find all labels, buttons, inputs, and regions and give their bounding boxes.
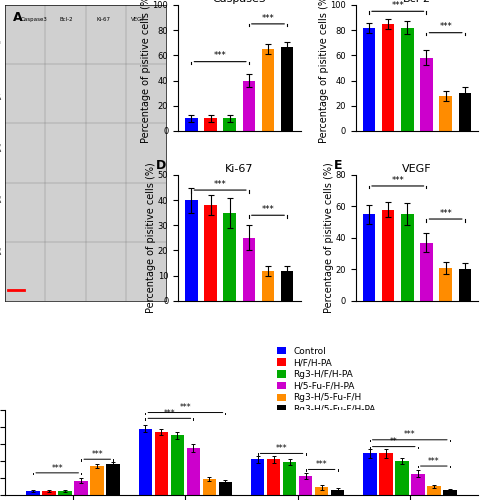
Bar — [251, 459, 264, 495]
Text: A: A — [13, 11, 23, 24]
Bar — [106, 464, 120, 495]
Text: ***: *** — [404, 430, 415, 440]
Bar — [90, 466, 104, 495]
Text: Rg3-H/5-Fu-F/
H-PA: Rg3-H/5-Fu-F/ H-PA — [0, 248, 1, 256]
Bar — [43, 491, 56, 495]
Bar — [155, 432, 168, 495]
Bar — [224, 118, 236, 131]
Text: ***: *** — [51, 464, 63, 472]
Bar — [242, 238, 255, 301]
Bar — [204, 118, 217, 131]
Bar — [363, 454, 377, 495]
Text: ***: *** — [164, 409, 175, 418]
Bar — [204, 205, 217, 301]
Bar — [186, 448, 200, 495]
Bar — [283, 462, 297, 495]
Text: ***: *** — [316, 460, 327, 469]
Bar — [281, 270, 293, 301]
Bar — [401, 28, 413, 131]
Bar — [203, 479, 216, 495]
Title: Bcl-2: Bcl-2 — [403, 0, 431, 4]
Bar — [281, 46, 293, 131]
Title: VEGF: VEGF — [402, 164, 432, 174]
Y-axis label: Percentage of pisitive cells (%): Percentage of pisitive cells (%) — [319, 0, 329, 144]
Text: 5-Fu-F/
H-PA: 5-Fu-F/ H-PA — [0, 196, 1, 204]
Bar — [363, 214, 375, 301]
Bar — [401, 214, 413, 301]
Y-axis label: Percentage of pisitive cells (%): Percentage of pisitive cells (%) — [146, 162, 156, 314]
Text: ***: *** — [180, 403, 191, 412]
Text: D: D — [156, 158, 166, 172]
Text: ***: *** — [391, 176, 404, 184]
Bar — [458, 270, 471, 301]
Bar — [382, 210, 395, 301]
Text: Caspase3: Caspase3 — [21, 17, 48, 22]
Bar — [139, 428, 152, 495]
Bar — [224, 212, 236, 301]
Bar — [395, 461, 409, 495]
Bar — [420, 58, 433, 131]
Bar — [363, 28, 375, 131]
Text: B: B — [156, 0, 166, 2]
Bar — [185, 118, 198, 131]
Text: ***: *** — [214, 180, 227, 189]
Bar — [299, 476, 313, 495]
Text: ***: *** — [391, 1, 404, 10]
Title: Ki-67: Ki-67 — [225, 164, 254, 174]
Bar — [443, 490, 456, 495]
Y-axis label: Percentage of pisitive cells (%): Percentage of pisitive cells (%) — [141, 0, 151, 144]
Text: H/F/H-
H-PA: H/F/H- H-PA — [0, 92, 1, 101]
Legend: Control, H/F/H-PA, Rg3-H/F/H-PA, H/5-Fu-F/H-PA, Rg3-H/5-Fu-F/H, Rg3-H/5-Fu-F/H-P: Control, H/F/H-PA, Rg3-H/F/H-PA, H/5-Fu-… — [277, 346, 375, 414]
Bar — [170, 436, 184, 495]
Bar — [427, 486, 440, 495]
Text: **: ** — [390, 438, 398, 446]
Text: ***: *** — [214, 52, 227, 60]
Bar — [440, 96, 452, 131]
Bar — [382, 24, 395, 131]
Y-axis label: Percentage of pisitive cells (%): Percentage of pisitive cells (%) — [324, 162, 334, 314]
Text: Bcl-2: Bcl-2 — [60, 17, 73, 22]
Bar — [379, 454, 393, 495]
Text: E: E — [334, 158, 342, 172]
Text: ***: *** — [262, 205, 274, 214]
Bar — [242, 80, 255, 131]
Bar — [315, 487, 328, 495]
Bar — [440, 268, 452, 301]
Bar — [58, 491, 72, 495]
Bar — [262, 49, 274, 131]
Text: C: C — [334, 0, 343, 2]
Text: ***: *** — [276, 444, 287, 453]
Text: ***: *** — [439, 209, 452, 218]
Text: ***: *** — [262, 14, 274, 22]
Text: Rg3-H/F/
H-PA: Rg3-H/F/ H-PA — [0, 144, 1, 152]
Bar — [27, 491, 40, 495]
Bar — [411, 474, 425, 495]
Text: ***: *** — [428, 456, 440, 466]
Bar — [219, 482, 232, 495]
Bar — [458, 93, 471, 131]
Bar — [74, 480, 88, 495]
Text: ***: *** — [439, 22, 452, 32]
Bar — [185, 200, 198, 301]
Text: ***: *** — [91, 450, 103, 459]
Text: VEGF: VEGF — [131, 17, 145, 22]
Title: Caspase3: Caspase3 — [213, 0, 266, 4]
Bar — [267, 459, 280, 495]
Text: Ki-67: Ki-67 — [97, 17, 111, 22]
Bar — [420, 242, 433, 301]
Text: Control: Control — [0, 40, 1, 44]
Bar — [331, 490, 344, 495]
Bar — [262, 270, 274, 301]
